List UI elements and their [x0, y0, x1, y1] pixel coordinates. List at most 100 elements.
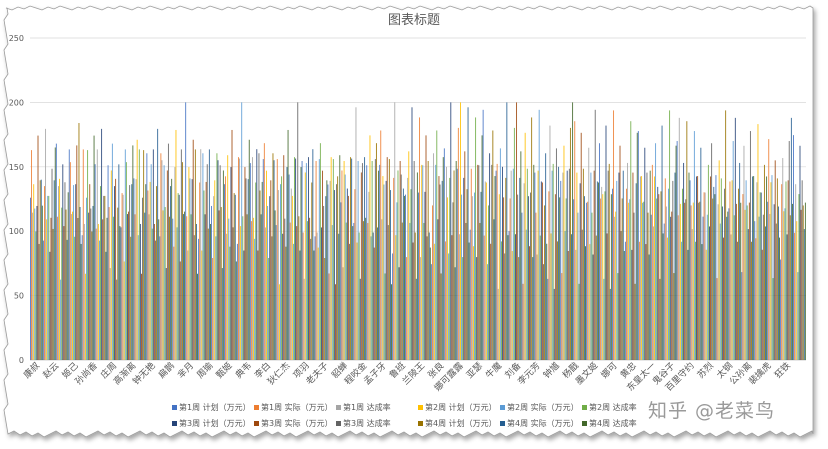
bar	[296, 226, 298, 360]
bar	[586, 202, 588, 360]
bar	[127, 214, 128, 360]
bar	[608, 163, 610, 360]
bar	[443, 148, 445, 360]
bar	[496, 163, 498, 360]
bar	[467, 107, 469, 360]
bar	[757, 124, 759, 360]
bar	[313, 250, 315, 360]
bar	[610, 194, 612, 360]
bar	[411, 107, 413, 360]
bar	[421, 164, 423, 360]
bar	[520, 151, 522, 360]
bar	[705, 249, 707, 360]
bar	[428, 232, 430, 360]
bar	[116, 279, 118, 360]
bar	[789, 215, 791, 360]
bar	[349, 243, 350, 360]
bar	[538, 109, 540, 360]
bar	[574, 121, 576, 360]
legend-label: 第4周 达成率	[589, 418, 637, 428]
bar	[301, 161, 303, 360]
bar	[441, 180, 443, 360]
bar	[682, 188, 683, 360]
bar	[365, 217, 367, 360]
bar	[115, 178, 117, 360]
bar	[220, 207, 222, 360]
bar	[714, 194, 716, 360]
bar	[724, 188, 726, 360]
bar	[756, 182, 758, 360]
bar	[337, 176, 339, 360]
bar	[684, 202, 686, 360]
bar	[75, 184, 77, 360]
bar	[706, 214, 708, 360]
bar	[771, 175, 773, 360]
bar	[439, 184, 441, 360]
bar	[437, 219, 439, 360]
bars	[30, 102, 806, 361]
bar	[186, 216, 188, 360]
bar	[330, 157, 332, 360]
bar	[69, 162, 71, 360]
bar	[741, 272, 743, 360]
bar	[512, 168, 514, 360]
bar	[161, 160, 163, 360]
bar	[743, 145, 745, 360]
bar	[79, 206, 81, 360]
bar	[141, 273, 142, 360]
bar	[61, 207, 63, 360]
bar	[402, 188, 404, 360]
bar	[200, 149, 202, 360]
bar	[636, 132, 638, 360]
bar	[375, 143, 377, 360]
bar	[118, 164, 120, 360]
bar	[568, 168, 570, 360]
bar	[106, 217, 108, 360]
bar	[343, 161, 345, 360]
bar	[84, 273, 86, 360]
bar	[205, 181, 207, 360]
bar	[252, 157, 253, 360]
bar	[704, 192, 706, 360]
bar	[666, 237, 668, 360]
legend-label: 第3周 计划（万元）	[179, 418, 251, 428]
bar	[629, 199, 631, 360]
bar	[690, 205, 692, 360]
bar	[277, 190, 279, 360]
bar	[612, 188, 613, 360]
bar	[55, 143, 57, 360]
bar	[52, 228, 54, 360]
bar	[523, 183, 525, 360]
bar	[233, 193, 235, 360]
bar	[593, 170, 595, 360]
bar	[779, 237, 780, 360]
bar	[463, 177, 465, 360]
bar	[54, 147, 56, 360]
bar	[621, 198, 623, 360]
bar	[82, 149, 84, 360]
bar	[155, 240, 156, 360]
bar	[46, 219, 48, 360]
bar	[147, 190, 149, 360]
bar	[135, 179, 137, 360]
bar	[485, 182, 487, 360]
bar	[122, 194, 124, 360]
bar	[619, 145, 621, 360]
bar	[640, 176, 641, 360]
bar	[563, 145, 565, 360]
bar	[793, 135, 794, 360]
bar	[180, 149, 182, 360]
bar	[111, 143, 113, 360]
legend-swatch	[582, 421, 587, 426]
bar	[536, 254, 538, 360]
bar	[371, 161, 373, 360]
bar	[579, 183, 581, 360]
bar	[309, 217, 311, 360]
bar	[801, 180, 803, 360]
bar	[366, 165, 368, 360]
bar	[369, 135, 371, 360]
bar	[530, 192, 532, 360]
legend-label: 第4周 实际（万元）	[507, 418, 579, 428]
bar	[559, 197, 561, 360]
bar	[124, 149, 126, 360]
